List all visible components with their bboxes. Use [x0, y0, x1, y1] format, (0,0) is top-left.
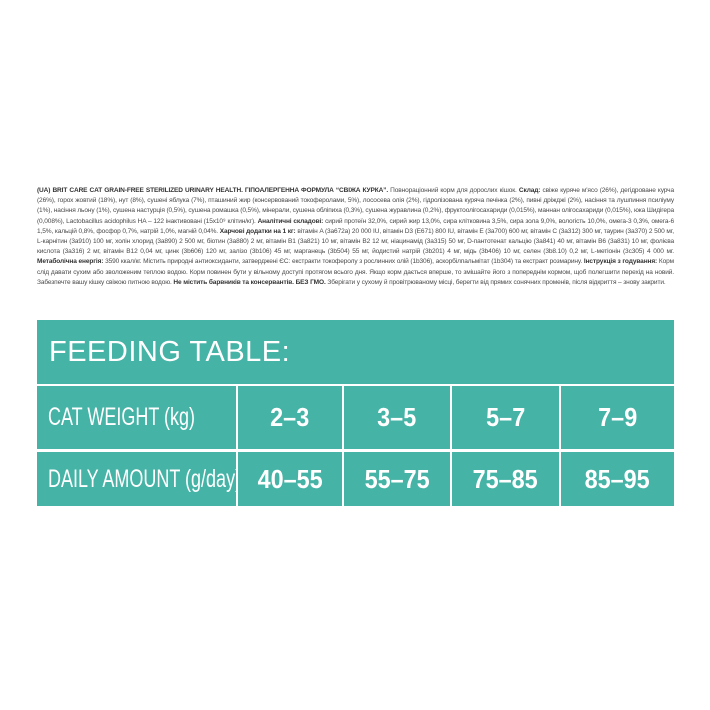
description-heading: Не містить барвників та консервантів. БЕ…	[173, 278, 328, 286]
description-text: вітамін A (3a672a) 20 000 IU, вітамін D3…	[37, 227, 674, 256]
table-cell-text: 40–55	[257, 463, 323, 494]
table-cell-text: 5–7	[485, 402, 526, 432]
table-cell-text: 3–5	[377, 402, 417, 432]
description-text: Корм слід давати сухим або зволоженим те…	[37, 258, 674, 286]
description-heading: Інструкція з годування:	[583, 258, 659, 266]
table-cell-text: 55–75	[364, 463, 430, 494]
row-label-text: DAILY AMOUNT (g/day)	[48, 464, 242, 493]
table-cell-text: 2–3	[270, 402, 310, 432]
feeding-table-header: FEEDING TABLE:	[37, 320, 674, 384]
description-heading: (UA) BRIT CARE CAT GRAIN-FREE STERILIZED…	[37, 187, 391, 194]
table-cell-text: 75–85	[472, 463, 539, 494]
table-cell: 5–7	[452, 386, 559, 449]
feeding-table: FEEDING TABLE: CAT WEIGHT (kg) 2–3 3–5 5–7 7…	[37, 320, 674, 506]
description-heading: Метаболічна енергія:	[37, 258, 106, 266]
row-label-text: CAT WEIGHT (kg)	[48, 403, 196, 431]
description-text: свіже куряче м'ясо (26%), дегідроване ку…	[37, 187, 674, 225]
table-cell: 85–95	[561, 452, 674, 506]
description-text: Зберігати у сухому й провітрюваному місц…	[327, 278, 666, 286]
row-label: CAT WEIGHT (kg)	[37, 386, 236, 449]
feeding-table-title: FEEDING TABLE:	[49, 336, 291, 368]
row-label: DAILY AMOUNT (g/day)	[37, 452, 241, 506]
table-cell: 55–75	[344, 452, 450, 506]
table-cell: 2–3	[238, 386, 342, 449]
description-text: 3590 ккал/кг. Містить природні антиоксид…	[105, 258, 584, 266]
table-cell-text: 7–9	[597, 402, 638, 432]
description-text: сирий протеїн 32,0%, сирий жир 13,0%, си…	[37, 217, 675, 235]
table-cell: 7–9	[561, 386, 674, 449]
product-description: (UA) BRIT CARE CAT GRAIN-FREE STERILIZED…	[37, 186, 674, 288]
table-cell-text: 85–95	[584, 463, 651, 494]
description-heading: Аналітичні складові:	[257, 217, 326, 225]
table-cell: 75–85	[452, 452, 559, 506]
description-text: Повнораціонний корм для дорослих кішок.	[390, 187, 519, 194]
description-heading: Харчові додатки на 1 кг:	[219, 227, 298, 235]
table-cell: 40–55	[238, 452, 342, 506]
description-heading: Склад:	[518, 187, 543, 194]
table-cell: 3–5	[344, 386, 450, 449]
